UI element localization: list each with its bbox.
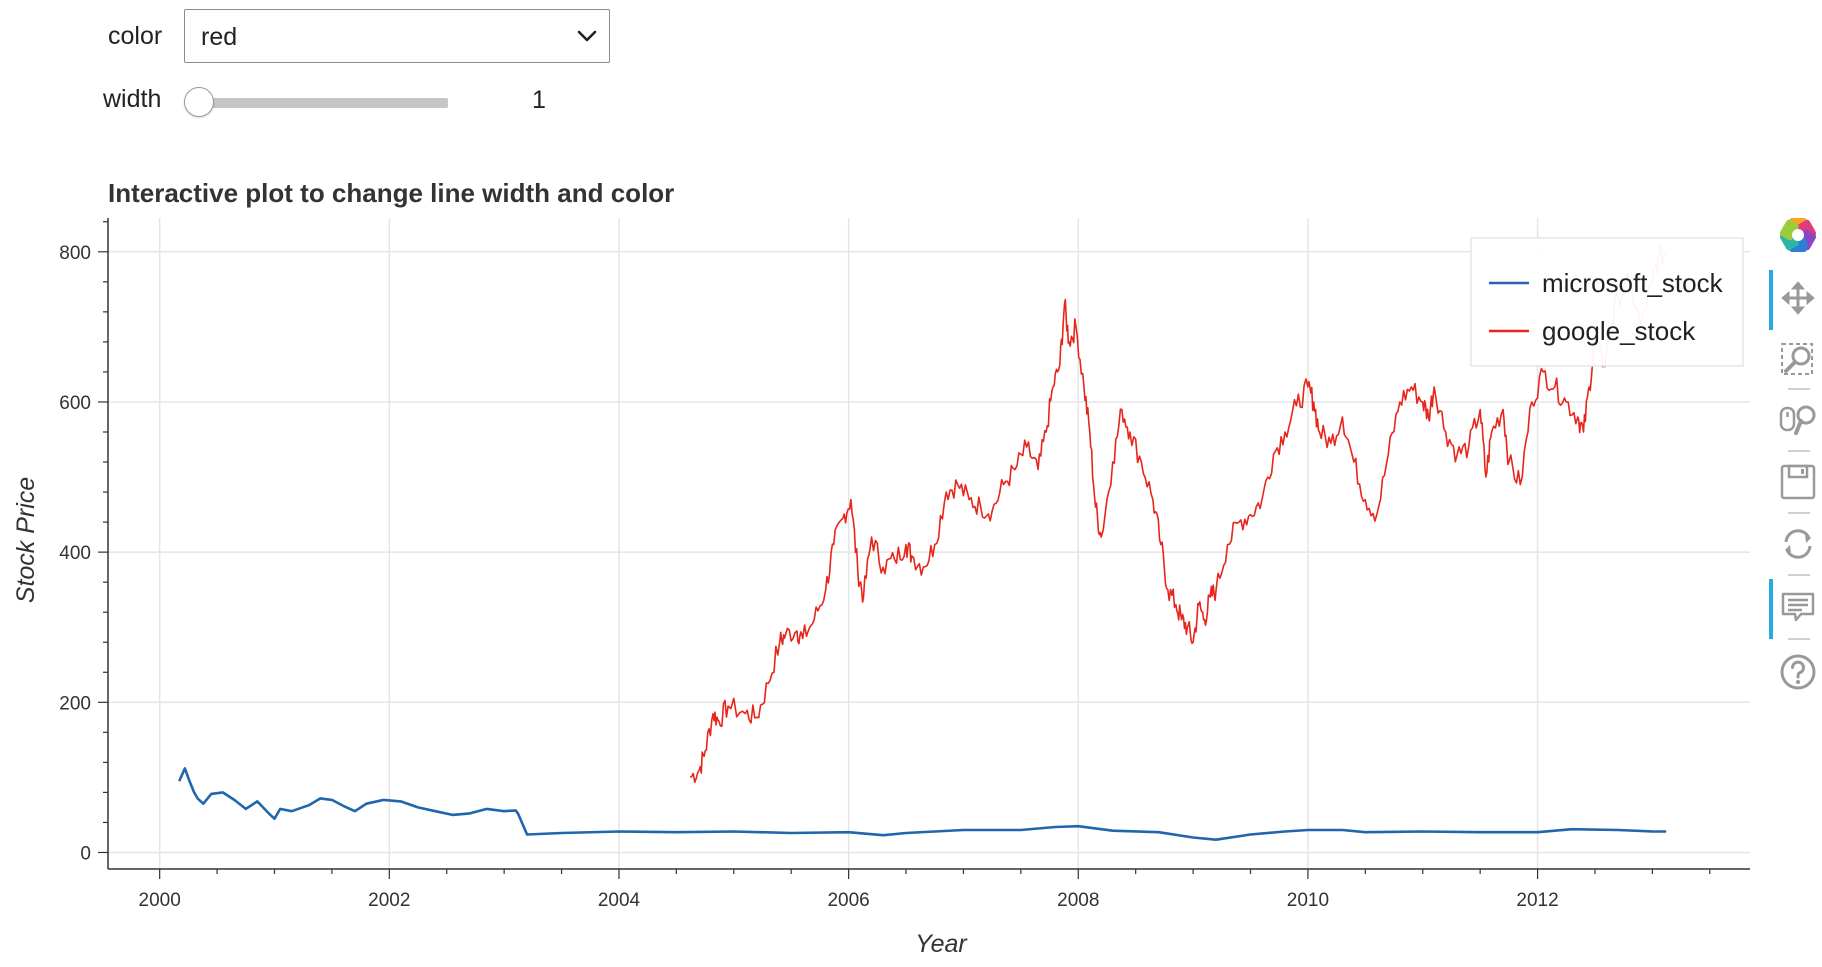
active-tool-indicator xyxy=(1769,270,1773,330)
y-tick-label: 0 xyxy=(80,843,91,864)
slider-thumb[interactable] xyxy=(184,87,214,117)
legend[interactable]: microsoft_stock google_stock xyxy=(1470,237,1744,367)
y-tick-label: 200 xyxy=(59,693,91,714)
legend-item-google_stock[interactable]: google_stock xyxy=(1542,316,1696,346)
toolbar-divider xyxy=(1788,638,1810,640)
width-slider[interactable] xyxy=(184,86,448,120)
x-tick-label: 2002 xyxy=(368,890,410,911)
toolbar-divider xyxy=(1788,574,1810,576)
x-tick-label: 2008 xyxy=(1057,890,1099,911)
width-slider-label: width xyxy=(103,85,162,113)
x-tick-label: 2000 xyxy=(139,890,181,911)
color-select[interactable]: red xyxy=(184,9,610,63)
x-tick-label: 2004 xyxy=(598,890,641,911)
microsoft_stock-line xyxy=(178,767,1667,841)
y-axis-title: Stock Price xyxy=(12,477,40,603)
x-axis-title: Year xyxy=(915,930,968,958)
y-tick-label: 800 xyxy=(59,243,91,264)
y-tick-label: 400 xyxy=(59,543,91,564)
reset-icon[interactable] xyxy=(1778,524,1818,564)
active-tool-indicator xyxy=(1769,579,1773,639)
series-lines xyxy=(178,244,1667,841)
bokeh-logo-icon[interactable] xyxy=(1778,215,1818,255)
chevron-down-icon xyxy=(577,30,597,42)
toolbar-divider xyxy=(1788,450,1810,452)
stock-line-chart[interactable]: Interactive plot to change line width an… xyxy=(0,0,1762,967)
pan-icon[interactable] xyxy=(1778,278,1818,318)
width-slider-value: 1 xyxy=(532,86,546,114)
hover-icon[interactable] xyxy=(1778,588,1818,628)
box-zoom-icon[interactable] xyxy=(1778,340,1818,380)
wheel-zoom-icon[interactable] xyxy=(1778,400,1818,440)
axes: 2000 2002 2004 2006 2008 2010 2012 0 200 400 600 80… xyxy=(59,218,1750,911)
toolbar-divider xyxy=(1788,388,1810,390)
slider-track[interactable] xyxy=(200,98,448,108)
x-tick-label: 2012 xyxy=(1516,890,1558,911)
legend-item-microsoft_stock[interactable]: microsoft_stock xyxy=(1542,268,1724,298)
plot-toolbar xyxy=(1762,210,1822,710)
y-tick-label: 600 xyxy=(59,393,91,414)
chart-title: Interactive plot to change line width an… xyxy=(108,178,674,208)
google_stock-line xyxy=(689,244,1667,784)
help-icon[interactable] xyxy=(1778,652,1818,692)
legend-box xyxy=(1470,237,1744,367)
save-icon[interactable] xyxy=(1778,462,1818,502)
color-select-value: red xyxy=(201,23,238,51)
x-tick-label: 2006 xyxy=(827,890,869,911)
toolbar-divider xyxy=(1788,512,1810,514)
x-tick-label: 2010 xyxy=(1287,890,1329,911)
color-select-label: color xyxy=(108,22,163,50)
